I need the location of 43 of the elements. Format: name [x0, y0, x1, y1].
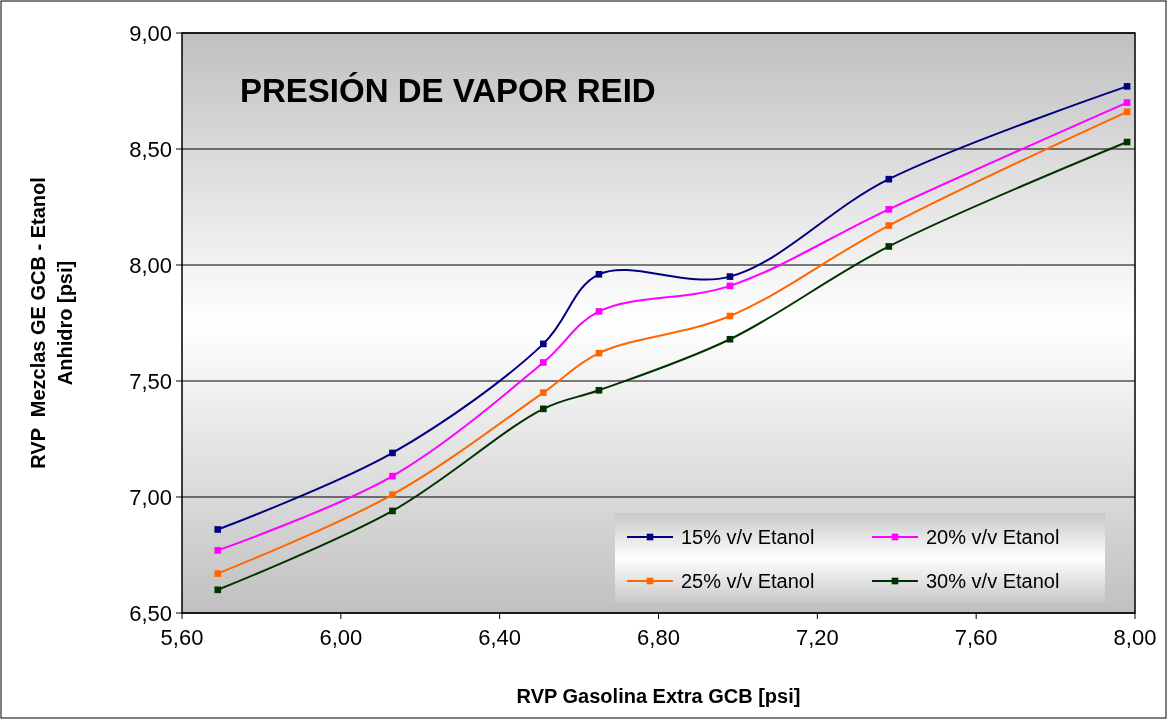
x-tick-label: 5,60	[160, 625, 204, 650]
x-tick-label: 6,40	[478, 625, 522, 650]
legend-label: 25% v/v Etanol	[681, 570, 815, 592]
point	[595, 386, 603, 394]
y-tick-label: 7,50	[129, 368, 172, 394]
point	[595, 308, 603, 315]
y-tick-label: 9,00	[129, 20, 172, 46]
point	[389, 507, 396, 515]
point	[389, 491, 396, 498]
point	[389, 449, 396, 457]
point	[540, 389, 547, 396]
point	[540, 359, 547, 366]
legend-label: 30% v/v Etanol	[926, 570, 1060, 592]
y-tick-label: 8,00	[129, 252, 172, 278]
point	[726, 273, 734, 280]
x-tick-label: 8,00	[1113, 625, 1157, 650]
y-tick-label: 6,50	[129, 600, 172, 626]
point	[214, 586, 222, 594]
x-axis-title: RVP Gasolina Extra GCB [psi]	[516, 685, 801, 707]
point	[885, 222, 893, 229]
point	[1123, 83, 1131, 90]
point	[885, 243, 893, 250]
x-tick-label: 6,00	[319, 625, 363, 650]
x-tick-label: 7,60	[954, 625, 998, 650]
point	[885, 175, 893, 183]
point	[389, 472, 396, 480]
legend-label: 15% v/v Etanol	[681, 526, 815, 548]
point	[214, 547, 222, 554]
x-tick-label: 7,20	[795, 625, 839, 650]
point	[540, 340, 547, 348]
y-tick-label: 8,50	[129, 136, 172, 162]
point	[540, 405, 547, 413]
point	[214, 526, 222, 533]
x-tick-label: 6,80	[637, 625, 680, 650]
text: PRESIÓN DE VAPOR REID	[240, 72, 656, 109]
y-axis-title: RVP Mezclas GE GCB - Etanol Anhidro [psi]	[27, 177, 76, 469]
point	[595, 270, 603, 278]
point	[1123, 99, 1131, 106]
y-tick-label: 7,00	[129, 484, 172, 510]
point	[726, 335, 734, 343]
point	[885, 206, 893, 213]
legend-label: 20% v/v Etanol	[926, 526, 1060, 548]
point	[214, 570, 222, 577]
